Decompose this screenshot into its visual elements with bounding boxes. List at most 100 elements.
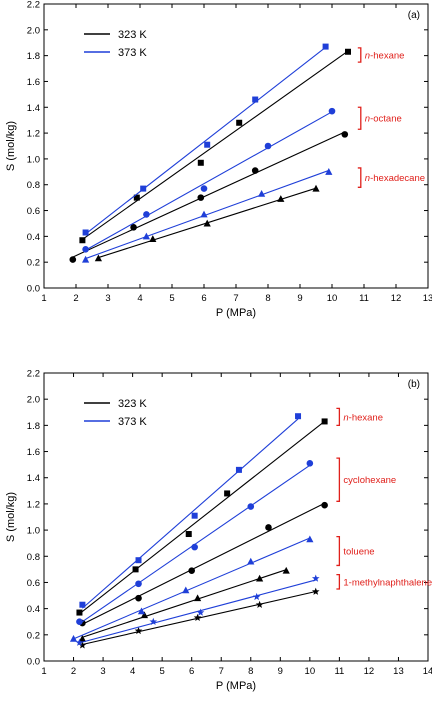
annotation-rest: -octane: [370, 114, 402, 125]
x-tick-label: 13: [393, 666, 404, 677]
annotation-label: n-hexane: [365, 50, 405, 61]
y-axis-label: S (mol/kg): [5, 492, 17, 542]
annotation-rest: -hexadecane: [370, 173, 425, 184]
annotation-italic-prefix: n: [343, 412, 348, 423]
annotation-bracket: [357, 167, 362, 188]
fit-line-toluene-323K: [82, 569, 287, 638]
y-tick-label: 1.2: [27, 129, 40, 140]
fit-line-n-octane-373K: [85, 111, 333, 251]
legend-label: 323 K: [118, 398, 147, 410]
data-point-n-hexane-323K: [132, 566, 139, 573]
fit-line-cyclohexane-323K: [82, 502, 325, 625]
data-point-n-hexane-373K: [82, 229, 89, 236]
x-tick-label: 7: [219, 666, 224, 677]
y-tick-label: 0.4: [27, 604, 40, 615]
annotation-bracket: [336, 573, 341, 590]
data-point-n-hexane-323K: [76, 609, 83, 616]
data-point-cyclohexane-323K: [265, 524, 272, 531]
data-point-n-hexadecane-373K: [82, 255, 90, 263]
y-tick-label: 0.6: [27, 206, 40, 217]
data-point-1-methylnaphthalene-323K: [134, 626, 143, 635]
y-tick-label: 0.0: [27, 284, 40, 295]
x-tick-label: 11: [359, 293, 369, 304]
data-point-toluene-323K: [194, 594, 202, 602]
data-point-n-hexadecane-323K: [312, 184, 320, 192]
y-tick-label: 0.6: [27, 578, 40, 589]
fit-line-n-hexane-373K: [85, 46, 326, 235]
y-tick-label: 2.2: [27, 369, 40, 380]
data-point-toluene-373K: [69, 634, 78, 642]
y-axis-label: S (mol/kg): [5, 121, 17, 171]
x-tick-label: 13: [423, 293, 432, 304]
annotation-bracket: [336, 535, 341, 567]
annotation-italic-prefix: n: [365, 173, 370, 184]
data-point-n-hexane-373K: [204, 141, 211, 148]
data-point-toluene-373K: [137, 607, 146, 615]
data-point-n-octane-373K: [328, 107, 336, 115]
x-tick-label: 10: [327, 293, 338, 304]
annotation-label: n-octane: [365, 114, 402, 125]
data-point-toluene-373K: [306, 535, 314, 543]
annotation-label: cyclohexane: [343, 475, 396, 486]
x-tick-label: 8: [265, 293, 270, 304]
data-point-n-hexadecane-373K: [142, 232, 150, 240]
x-tick-label: 14: [423, 666, 432, 677]
data-point-1-methylnaphthalene-373K: [196, 608, 205, 616]
data-point-n-octane-373K: [200, 185, 208, 192]
data-point-cyclohexane-373K: [191, 543, 198, 551]
y-tick-label: 0.2: [27, 630, 40, 641]
x-tick-label: 11: [334, 666, 344, 677]
data-point-n-hexane-373K: [191, 512, 198, 519]
data-point-n-hexane-323K: [197, 159, 204, 166]
data-point-n-hexadecane-323K: [94, 254, 102, 262]
data-point-n-octane-323K: [341, 131, 349, 138]
data-point-cyclohexane-373K: [306, 460, 314, 467]
x-tick-label: 4: [130, 666, 135, 677]
data-point-cyclohexane-323K: [135, 594, 142, 602]
legend-label: 323 K: [118, 29, 147, 41]
x-axis-label: P (MPa): [216, 307, 256, 319]
data-point-n-hexane-373K: [295, 413, 302, 420]
data-point-n-hexane-323K: [224, 490, 231, 497]
annotation-bracket: [336, 457, 341, 502]
chart-panel-a: 1 2 3 4 5 6 7 8 9 10 11 12 130.00.20.40.60.81.01.21.…: [5, 0, 432, 319]
data-point-cyclohexane-373K: [76, 618, 83, 626]
data-point-toluene-373K: [182, 586, 190, 594]
y-tick-label: 0.2: [27, 258, 40, 269]
y-tick-label: 0.0: [27, 657, 40, 668]
panel-label: (a): [408, 10, 420, 21]
y-tick-label: 1.6: [27, 77, 40, 88]
chart-panel-b: 1 2 3 4 5 6 7 8 9 10 11 12 13 140.00.20.40.60.81.01.2…: [5, 369, 432, 693]
data-point-cyclohexane-373K: [135, 580, 142, 588]
x-tick-label: 1: [41, 293, 46, 304]
y-tick-label: 1.0: [27, 526, 40, 537]
y-tick-label: 1.0: [27, 154, 40, 165]
data-point-n-hexane-373K: [235, 466, 242, 473]
data-point-n-hexane-373K: [135, 557, 142, 564]
legend-label: 373 K: [118, 47, 147, 59]
data-point-1-methylnaphthalene-323K: [78, 641, 87, 649]
fit-line-n-octane-323K: [72, 131, 346, 258]
data-point-cyclohexane-323K: [188, 567, 195, 574]
data-point-1-methylnaphthalene-373K: [149, 617, 158, 625]
data-point-n-octane-373K: [82, 245, 89, 253]
x-tick-label: 5: [160, 666, 165, 677]
annotation-bracket: [357, 106, 362, 130]
y-tick-label: 2.0: [27, 395, 40, 406]
fit-line-n-hexane-323K: [79, 420, 325, 615]
annotation-bracket: [336, 407, 341, 427]
x-tick-label: 6: [201, 293, 206, 304]
x-tick-label: 6: [189, 666, 194, 677]
y-tick-label: 1.6: [27, 447, 40, 458]
y-tick-label: 1.4: [27, 103, 40, 114]
y-tick-label: 1.8: [27, 51, 40, 62]
data-point-n-hexane-323K: [79, 237, 86, 244]
annotation-bracket: [357, 47, 362, 63]
legend-label: 373 K: [118, 416, 147, 428]
data-point-1-methylnaphthalene-323K: [255, 600, 264, 608]
data-point-n-hexane-323K: [185, 531, 192, 538]
data-point-1-methylnaphthalene-323K: [193, 613, 202, 622]
x-axis-label: P (MPa): [216, 680, 256, 692]
fit-line-n-hexane-323K: [82, 50, 349, 240]
